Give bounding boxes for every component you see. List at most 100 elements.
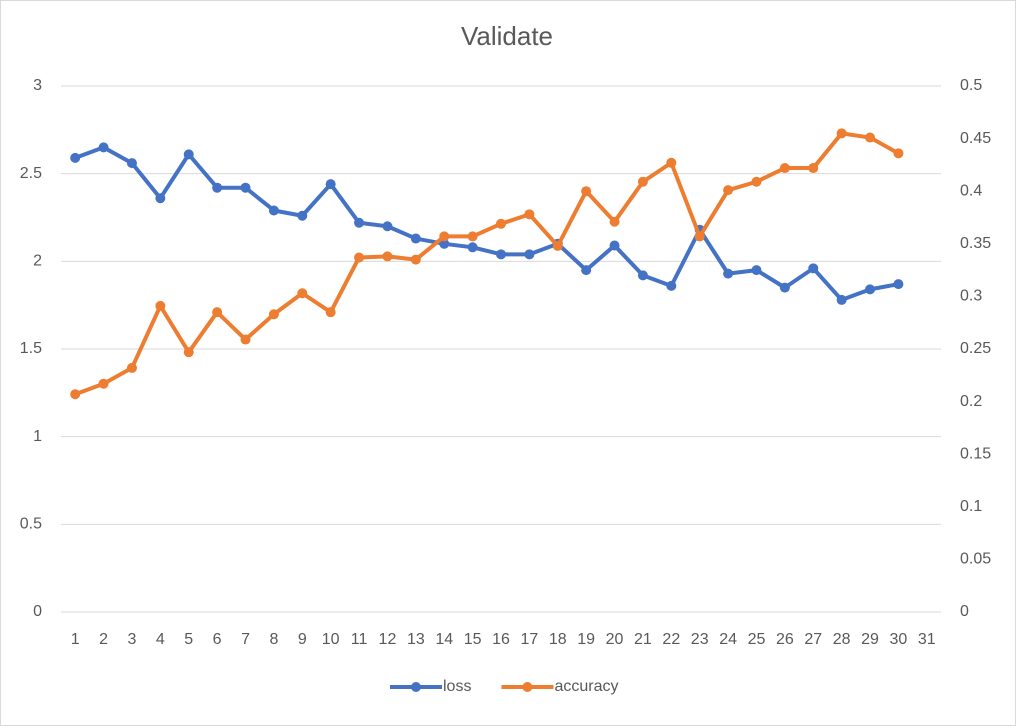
y-tick-label: 2 [33,253,42,270]
series-marker [808,163,819,174]
x-tick-label: 15 [464,631,482,648]
series-marker [212,307,223,318]
series-marker [865,284,876,295]
series-marker [70,152,81,163]
series-marker [666,157,677,168]
series-marker [581,265,592,276]
series-marker [865,132,876,143]
series-marker [410,254,421,265]
series-marker [666,280,677,291]
series-marker [779,163,790,174]
series-marker [609,216,620,227]
series-marker [98,142,109,153]
series-marker [496,249,506,260]
series-marker [893,279,904,290]
x-tick-label: 31 [918,631,936,648]
series-marker [268,309,279,320]
series-marker [126,158,137,169]
y-tick-label: 2.5 [20,165,42,182]
series-marker [467,242,478,253]
x-tick-label: 2 [99,631,108,648]
y2-tick-label: 0.4 [960,182,982,199]
series-marker [467,231,478,242]
series-marker [893,148,904,159]
x-tick-label: 11 [351,631,368,648]
series-marker [240,334,251,345]
x-tick-label: 5 [184,631,193,648]
series-marker [183,149,194,160]
series-marker [297,288,308,299]
y-tick-label: 3 [33,77,42,94]
x-tick-label: 22 [662,631,680,648]
legend-label: accuracy [554,678,618,695]
legend-marker [411,682,421,692]
legend-label: loss [443,678,471,695]
series-marker [836,128,847,139]
series-marker [496,218,506,229]
x-tick-label: 10 [322,631,340,648]
y2-tick-label: 0.15 [960,445,991,462]
series-marker [354,217,365,228]
x-tick-label: 24 [719,631,737,648]
y2-tick-label: 0.25 [960,340,991,357]
series-marker [126,362,137,373]
series-marker [155,193,166,204]
series-line [74,131,900,397]
y2-tick-label: 0.05 [960,551,991,568]
series-marker [751,265,762,276]
y-tick-label: 1 [33,428,42,445]
y2-tick-label: 0.1 [960,498,982,515]
x-tick-label: 14 [435,631,453,648]
x-tick-label: 21 [634,631,652,648]
series-marker [212,182,223,193]
x-tick-label: 9 [298,631,307,648]
x-tick-label: 20 [606,631,624,648]
x-tick-label: 7 [241,631,250,648]
x-tick-label: 16 [492,631,510,648]
series-marker [98,378,109,389]
x-tick-label: 13 [407,631,425,648]
series-marker [723,268,734,279]
y2-tick-label: 0.5 [960,77,982,94]
x-tick-label: 12 [379,631,397,648]
series-marker [609,240,620,251]
x-tick-label: 28 [833,631,851,648]
series-marker [524,209,535,220]
x-tick-label: 8 [269,631,278,648]
series-marker [552,240,563,251]
series-marker [637,176,648,187]
x-tick-label: 6 [213,631,222,648]
x-tick-label: 3 [128,631,137,648]
y2-tick-label: 0.35 [960,235,991,252]
x-tick-label: 29 [861,631,879,648]
series-marker [325,179,336,190]
series-marker [836,294,847,305]
series-marker [240,182,251,193]
series-marker [325,307,336,318]
x-tick-label: 19 [577,631,595,648]
series-marker [524,249,535,260]
series-marker [637,270,648,281]
x-tick-label: 1 [71,631,80,648]
series-marker [70,389,81,400]
y-tick-label: 0.5 [20,516,42,533]
y-tick-label: 0 [33,603,42,620]
series-marker [439,238,450,249]
y2-tick-label: 0.45 [960,130,991,147]
chart-title: Validate [461,21,553,51]
series-marker [723,185,734,196]
x-tick-label: 27 [804,631,822,648]
series-marker [751,176,762,187]
series-line [74,145,899,302]
y-tick-label: 1.5 [20,340,42,357]
series-marker [410,233,421,244]
x-tick-label: 17 [520,631,538,648]
x-tick-label: 26 [776,631,794,648]
series-marker [354,252,365,263]
y2-tick-label: 0.3 [960,288,982,305]
x-tick-label: 23 [691,631,709,648]
series-marker [581,186,592,197]
series-marker [183,347,194,358]
